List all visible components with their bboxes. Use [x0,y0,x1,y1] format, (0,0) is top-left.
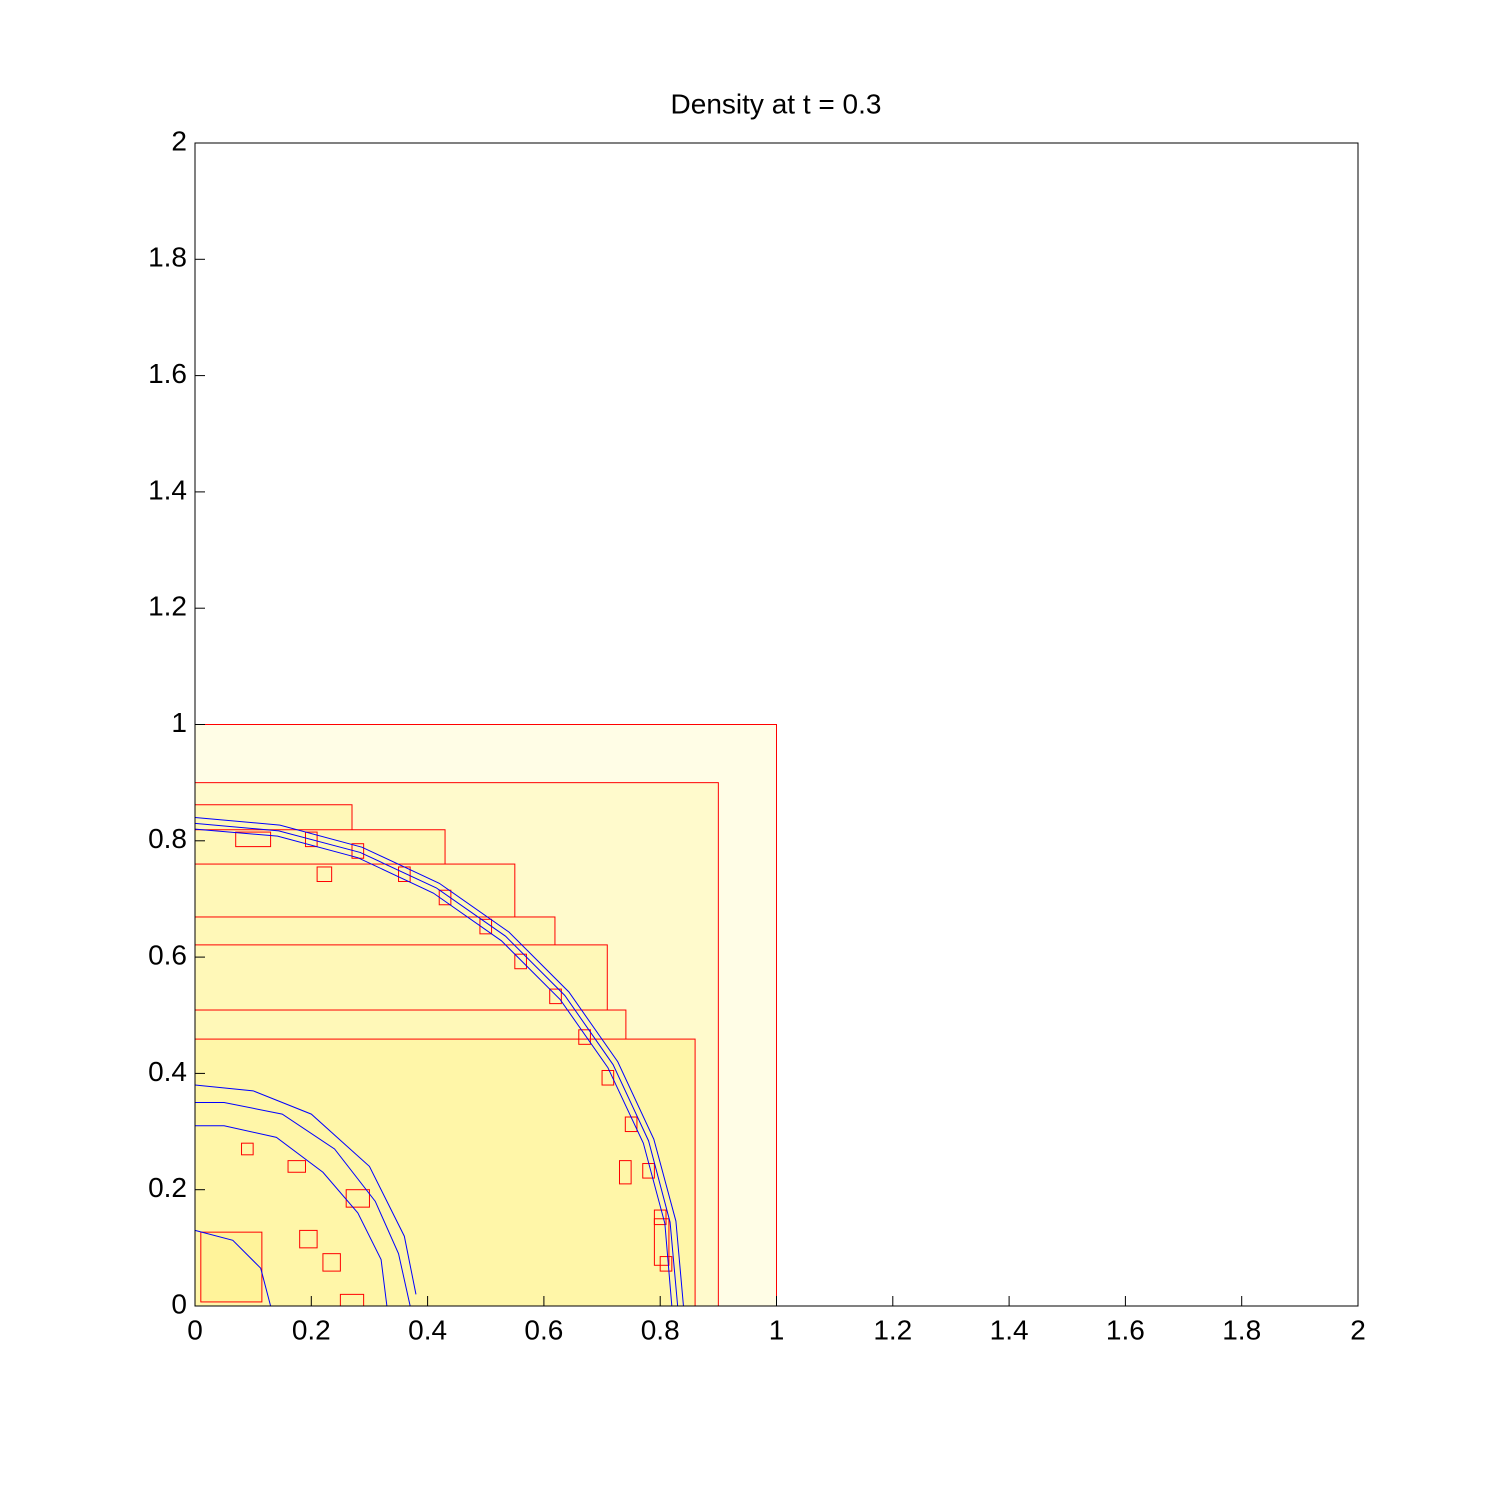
contour-line [195,1101,411,1307]
x-tick-label: 2 [1350,1314,1366,1345]
y-tick-label: 1 [171,707,187,738]
amr-patch [345,1189,370,1208]
amr-patch [322,1253,341,1272]
amr-patch [601,1069,615,1086]
y-tick-label: 0.6 [148,939,187,970]
amr-patch [316,866,333,883]
amr-patch [235,831,272,848]
y-tick-label: 0.4 [148,1056,187,1087]
amr-patch [653,1218,670,1266]
y-tick-label: 0 [171,1288,187,1319]
amr-patch [618,1160,632,1185]
y-tick-label: 2 [171,125,187,156]
chart-title: Density at t = 0.3 [671,88,882,119]
x-tick-label: 1.4 [990,1314,1029,1345]
x-tick-label: 1.2 [873,1314,912,1345]
y-tick-label: 0.8 [148,823,187,854]
y-tick-label: 1.6 [148,358,187,389]
amr-patch [200,1231,263,1303]
y-tick-label: 1.2 [148,591,187,622]
x-tick-label: 1.8 [1222,1314,1261,1345]
amr-patch [514,953,527,970]
amr-patch [304,831,318,848]
amr-patch [578,1029,591,1045]
x-tick-label: 1 [769,1314,785,1345]
y-tick-label: 0.2 [148,1172,187,1203]
amr-patch [241,1142,254,1156]
contour-line [194,1229,272,1307]
amr-patch [287,1160,306,1173]
x-tick-label: 0.6 [524,1314,563,1345]
contour-line [194,822,679,1307]
x-tick-label: 1.6 [1106,1314,1145,1345]
contour-line [194,817,684,1307]
contour-line [194,1084,417,1295]
x-tick-label: 0 [187,1314,203,1345]
amr-patch [351,843,365,859]
y-tick-label: 1.8 [148,242,187,273]
contour-line [194,828,673,1307]
amr-patch [653,1209,667,1226]
amr-patch [659,1256,673,1272]
y-tick-label: 1.4 [148,474,187,505]
amr-patch [299,1229,318,1249]
amr-patch [549,988,562,1005]
x-tick-label: 0.4 [408,1314,447,1345]
contour-line [195,1125,388,1307]
x-tick-label: 0.8 [641,1314,680,1345]
x-tick-label: 0.2 [292,1314,331,1345]
